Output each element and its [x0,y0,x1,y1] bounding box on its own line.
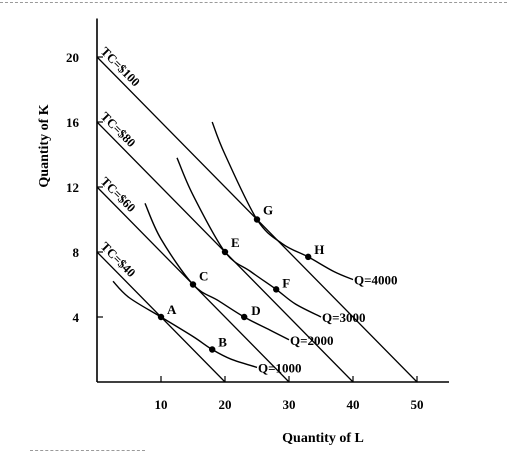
point-label: H [314,242,324,257]
isoquant-curve [112,280,258,369]
point-label: F [282,275,290,290]
bottom-dashed-border [30,450,145,451]
isoquant-label: Q=2000 [290,333,334,348]
point-label: A [167,302,177,317]
point-marker [189,281,197,288]
point-marker [241,313,248,321]
x-tick-label: 10 [155,397,168,412]
x-tick-label: 50 [411,397,424,412]
x-tick-label: 20 [219,397,232,412]
y-tick-label: 20 [66,50,79,65]
axis-labels: Quantity of L Quantity of K [37,104,364,446]
point-label: G [263,203,273,218]
y-tick-label: 12 [66,180,79,195]
x-axis-label: Quantity of L [282,431,364,446]
y-tick-label: 16 [66,115,80,130]
point-marker [253,216,261,223]
x-tick-label: 30 [283,397,296,412]
isoquant-curve [176,157,322,318]
tangency-points: A B C D E F G H [157,203,324,353]
point-marker [221,248,229,256]
isoquant-curves: Q=1000 Q=2000 Q=3000 Q=4000 [112,121,398,375]
y-tick-label: 8 [73,245,80,260]
point-label: E [231,235,240,250]
isoquant-label: Q=3000 [322,310,366,325]
point-marker [305,253,312,261]
y-axis-label: Quantity of K [37,104,52,187]
isoquant-curve [144,203,290,341]
point-marker [157,313,165,321]
isocost-label: TC=$100 [98,44,143,89]
point-label: D [251,303,260,318]
point-label: C [199,269,208,284]
isoquant-curve [211,121,354,281]
x-tick-label: 40 [347,397,360,412]
top-dashed-border [0,2,507,3]
point-marker [273,286,280,293]
isoquant-label: Q=1000 [258,360,302,375]
isoquant-label: Q=4000 [354,273,398,288]
point-marker [209,346,216,353]
axes: 10 20 30 40 50 4 8 12 16 20 [66,18,449,412]
point-label: B [218,335,227,350]
y-tick-label: 4 [73,310,80,325]
